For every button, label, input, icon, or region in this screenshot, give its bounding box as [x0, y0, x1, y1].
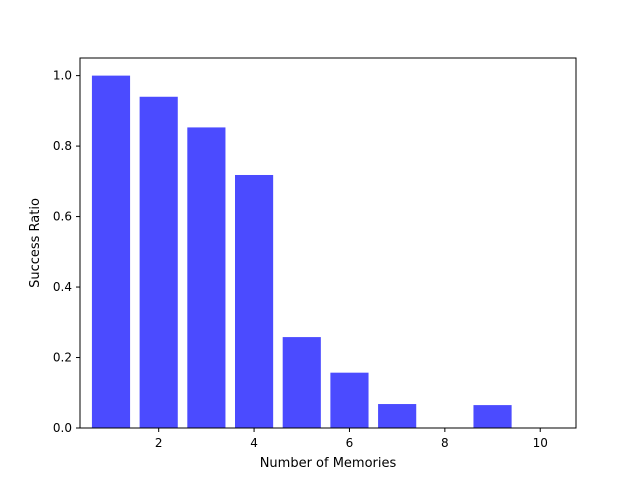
- bar: [282, 337, 321, 428]
- bar: [187, 127, 226, 429]
- x-tick-label: 2: [155, 436, 163, 450]
- bar: [378, 404, 417, 428]
- y-tick-label: 0.2: [53, 351, 72, 365]
- y-tick-label: 0.8: [53, 139, 72, 153]
- y-tick-label: 0.0: [53, 421, 72, 435]
- plot-frame: [79, 57, 577, 429]
- y-axis-label: Success Ratio: [28, 198, 43, 288]
- x-tick-label: 4: [250, 436, 258, 450]
- y-tick-label: 0.6: [53, 210, 72, 224]
- y-tick-label: 0.4: [53, 280, 72, 294]
- x-axis-label: Number of Memories: [260, 456, 397, 471]
- x-tick-label: 6: [346, 436, 354, 450]
- y-tick-label: 1.0: [53, 69, 72, 83]
- x-axis-ticks: 2 4 6 8 10: [155, 428, 548, 450]
- bar: [91, 75, 131, 428]
- bar: [139, 96, 178, 428]
- x-tick-label: 8: [441, 436, 449, 450]
- bar: [473, 405, 512, 428]
- x-tick-label: 10: [533, 436, 548, 450]
- bar: [235, 174, 274, 428]
- bar: [330, 372, 369, 428]
- y-axis-ticks: 0.0 0.2 0.4 0.6 0.8 1.0: [53, 69, 80, 435]
- bars-group: [91, 75, 512, 429]
